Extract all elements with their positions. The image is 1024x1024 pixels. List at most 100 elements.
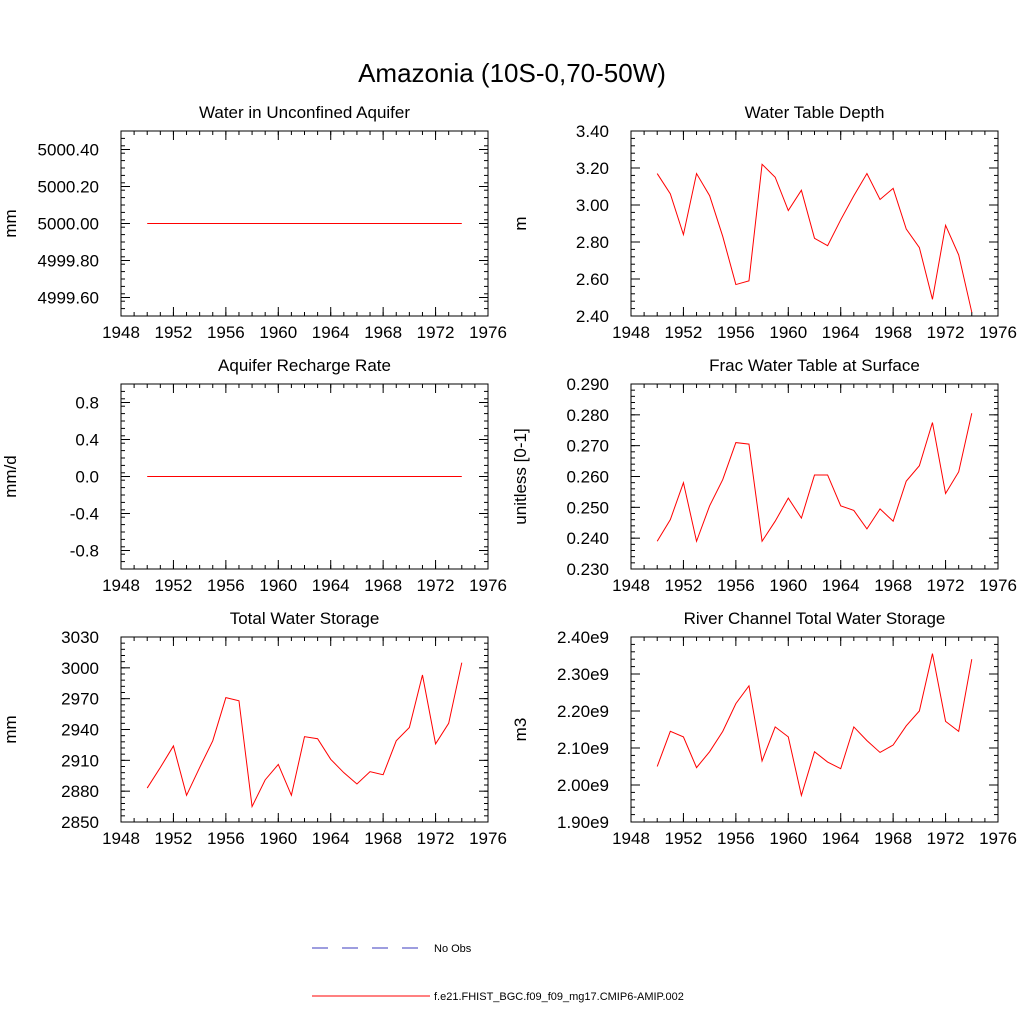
y-tick-label: 3.20 [576, 159, 609, 178]
y-tick-label: 0.4 [75, 431, 99, 450]
x-tick-label: 1956 [207, 829, 245, 848]
series-line [146, 662, 463, 809]
x-tick-label: 1968 [874, 323, 912, 342]
x-tick-label: 1948 [102, 829, 140, 848]
x-tick-label: 1972 [417, 576, 455, 595]
chart-panel: Water Table Depth m 1948 1952 1956 1960 1964 19… [511, 103, 1017, 342]
panel-title: River Channel Total Water Storage [684, 609, 946, 628]
y-tick-label: 2.80 [576, 233, 609, 252]
series-line [656, 163, 973, 313]
panel-title: Aquifer Recharge Rate [218, 356, 391, 375]
panel-title: Water Table Depth [745, 103, 885, 122]
y-tick-label: 2.30e9 [557, 665, 609, 684]
y-tick-label: 2850 [61, 813, 99, 832]
x-tick-label: 1956 [207, 576, 245, 595]
y-tick-label: 3000 [61, 659, 99, 678]
x-tick-label: 1964 [312, 829, 350, 848]
y-tick-label: 5000.20 [38, 178, 99, 197]
x-tick-label: 1952 [665, 829, 703, 848]
y-tick-label: 3.40 [576, 122, 609, 141]
x-tick-label: 1976 [979, 323, 1017, 342]
x-tick-label: 1976 [979, 829, 1017, 848]
chart-panels: Water in Unconfined Aquifer mm 1948 1952 195… [1, 103, 1017, 848]
chart-panel: Total Water Storage mm 1948 1952 1956 1960 196… [1, 609, 507, 848]
x-tick-label: 1948 [612, 323, 650, 342]
y-tick-label: 2880 [61, 782, 99, 801]
x-tick-label: 1976 [469, 829, 507, 848]
series-line [656, 653, 973, 798]
x-tick-label: 1948 [612, 829, 650, 848]
x-tick-label: 1952 [665, 323, 703, 342]
x-tick-label: 1952 [155, 323, 193, 342]
x-tick-label: 1968 [364, 323, 402, 342]
x-tick-label: 1960 [259, 576, 297, 595]
x-tick-label: 1964 [312, 323, 350, 342]
y-tick-label: 2.40e9 [557, 628, 609, 647]
plot-frame [630, 636, 999, 823]
x-tick-label: 1972 [927, 323, 965, 342]
x-tick-label: 1964 [822, 323, 860, 342]
y-tick-label: 0.290 [566, 375, 609, 394]
y-tick-label: 0.230 [566, 560, 609, 579]
y-axis-label: unitless [0-1] [511, 428, 530, 524]
x-tick-label: 1976 [979, 576, 1017, 595]
x-tick-label: 1964 [822, 829, 860, 848]
y-tick-label: 2970 [61, 690, 99, 709]
x-tick-label: 1952 [155, 576, 193, 595]
x-tick-label: 1956 [207, 323, 245, 342]
panel-title: Water in Unconfined Aquifer [199, 103, 410, 122]
x-tick-label: 1960 [259, 829, 297, 848]
panel-title: Frac Water Table at Surface [709, 356, 920, 375]
legend-label-model: f.e21.FHIST_BGC.f09_f09_mg17.CMIP6-AMIP.… [434, 991, 684, 1003]
x-tick-label: 1972 [417, 829, 455, 848]
y-tick-label: 2.20e9 [557, 702, 609, 721]
x-tick-label: 1956 [717, 323, 755, 342]
y-axis-label: mm/d [1, 455, 20, 498]
x-tick-label: 1968 [364, 829, 402, 848]
x-tick-label: 1956 [717, 829, 755, 848]
panel-title: Total Water Storage [230, 609, 380, 628]
x-tick-label: 1960 [769, 829, 807, 848]
y-tick-label: 2.40 [576, 307, 609, 326]
y-tick-label: 1.90e9 [557, 813, 609, 832]
y-tick-label: 0.260 [566, 468, 609, 487]
x-tick-label: 1976 [469, 576, 507, 595]
x-tick-label: 1968 [874, 829, 912, 848]
x-tick-label: 1952 [665, 576, 703, 595]
x-tick-label: 1972 [417, 323, 455, 342]
y-tick-label: -0.8 [70, 542, 99, 561]
y-tick-label: 5000.00 [38, 215, 99, 234]
x-tick-label: 1948 [102, 576, 140, 595]
figure-title: Amazonia (10S-0,70-50W) [358, 58, 666, 88]
x-tick-label: 1968 [874, 576, 912, 595]
y-tick-label: 5000.40 [38, 141, 99, 160]
chart-panel: Frac Water Table at Surface unitless [0-1… [511, 356, 1017, 595]
legend: No Obs f.e21.FHIST_BGC.f09_f09_mg17.CMIP… [312, 943, 684, 1003]
y-tick-label: 2.10e9 [557, 739, 609, 758]
x-tick-label: 1976 [469, 323, 507, 342]
chart-panel: Water in Unconfined Aquifer mm 1948 1952 195… [1, 103, 507, 342]
y-axis-label: mm [1, 209, 20, 237]
x-tick-label: 1948 [102, 323, 140, 342]
x-tick-label: 1948 [612, 576, 650, 595]
y-tick-label: 0.250 [566, 498, 609, 517]
x-tick-label: 1964 [312, 576, 350, 595]
y-tick-label: 0.0 [75, 468, 99, 487]
y-tick-label: 2.60 [576, 270, 609, 289]
y-tick-label: 0.270 [566, 437, 609, 456]
y-tick-label: -0.4 [70, 505, 99, 524]
x-tick-label: 1952 [155, 829, 193, 848]
x-tick-label: 1960 [769, 576, 807, 595]
x-tick-label: 1964 [822, 576, 860, 595]
y-axis-label: m [511, 216, 530, 230]
x-tick-label: 1968 [364, 576, 402, 595]
y-tick-label: 0.280 [566, 406, 609, 425]
x-tick-label: 1972 [927, 829, 965, 848]
x-tick-label: 1960 [259, 323, 297, 342]
y-tick-label: 0.240 [566, 529, 609, 548]
x-tick-label: 1960 [769, 323, 807, 342]
x-tick-label: 1956 [717, 576, 755, 595]
y-tick-label: 3030 [61, 628, 99, 647]
